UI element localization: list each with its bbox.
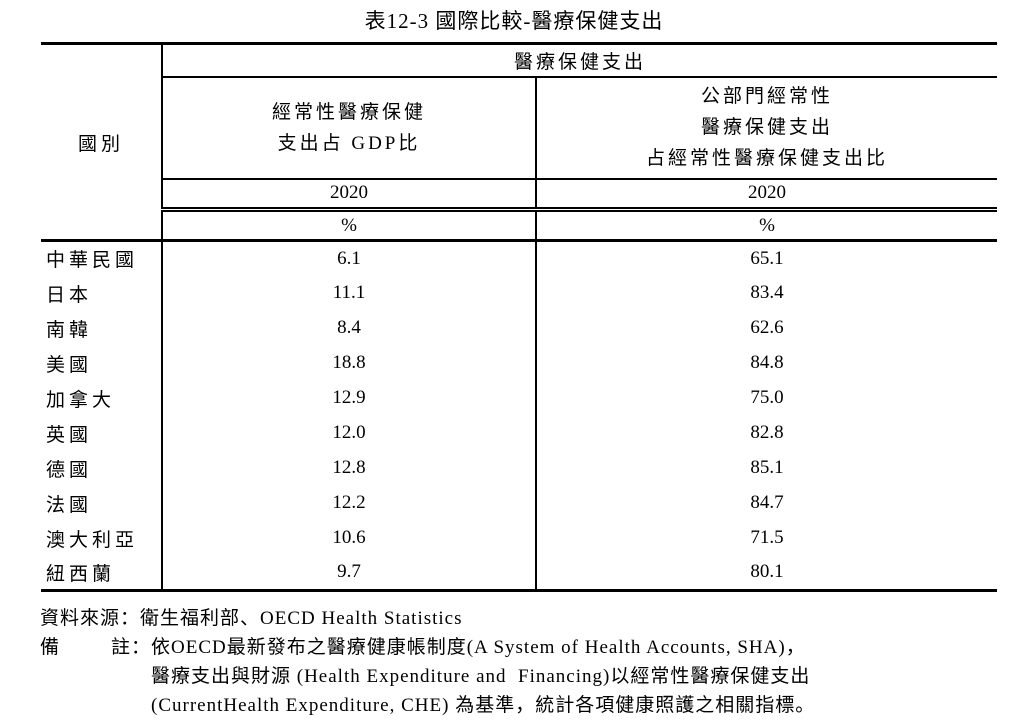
year-row: 2020 2020	[41, 178, 998, 212]
table-row: 南韓 8.4 62.6	[41, 310, 997, 346]
table-row: 法國 12.2 84.7	[41, 485, 997, 521]
gdp-value: 18.8	[162, 345, 537, 381]
gdp-unit: %	[162, 209, 537, 242]
public-value: 84.8	[750, 352, 784, 373]
public-value: 65.1	[750, 247, 784, 269]
source-line: 資料來源：衛生福利部、OECD Health Statistics	[40, 604, 1010, 633]
gdp-value: 12.9	[162, 380, 537, 416]
gdp-value: 10.6	[162, 520, 537, 556]
public-value: 85.1	[750, 457, 784, 478]
health-expenditure-table: 國別 醫療保健支出 經常性醫療保健 支出占 GDP比 公部門經常性 醫療保健支出…	[41, 42, 998, 592]
country-name: 美國	[41, 345, 163, 381]
gdp-value: 11.1	[162, 275, 537, 311]
note-line: 依OECD最新發布之醫療健康帳制度(A System of Health Acc…	[151, 637, 806, 658]
note-text: 依OECD最新發布之醫療健康帳制度(A System of Health Acc…	[151, 633, 1010, 720]
source-label: 資料來源：	[40, 608, 141, 629]
page-title: 表12-3 國際比較-醫療保健支出	[364, 9, 664, 33]
gdp-value: 8.4	[162, 310, 537, 346]
gdp-value: 12.2	[162, 485, 537, 521]
note-label-zhu: 註：	[110, 637, 151, 658]
source-text: 衛生福利部、OECD Health Statistics	[140, 608, 463, 629]
note-line: 醫療支出與財源 (Health Expenditure and Financin…	[151, 666, 811, 687]
public-value: 71.5	[750, 527, 784, 548]
country-name: 日本	[41, 275, 163, 311]
country-name: 紐西蘭	[41, 555, 163, 591]
country-name: 德國	[41, 450, 163, 486]
country-name: 加拿大	[41, 380, 163, 416]
note-label-bei: 備	[40, 637, 61, 658]
public-header-line: 占經常性醫療保健支出比	[646, 148, 889, 169]
public-header-line: 公部門經常性	[701, 86, 834, 107]
table-row: 中華民國 6.1 65.1	[41, 240, 997, 276]
table-row: 日本 11.1 83.4	[41, 275, 997, 311]
table-row: 德國 12.8 85.1	[41, 450, 997, 486]
table-row: 加拿大 12.9 75.0	[41, 380, 997, 416]
country-name: 法國	[41, 485, 163, 521]
public-unit: %	[536, 209, 998, 242]
table-row: 美國 18.8 84.8	[41, 345, 997, 381]
footnotes: 資料來源：衛生福利部、OECD Health Statistics 備 註： 依…	[40, 604, 1010, 720]
public-header-line: 醫療保健支出	[701, 117, 834, 138]
public-year: 2020	[536, 178, 998, 212]
column-header-row: 經常性醫療保健 支出占 GDP比 公部門經常性 醫療保健支出 占經常性醫療保健支…	[41, 76, 998, 180]
gdp-value: 9.7	[162, 555, 537, 591]
group-header-row: 國別 醫療保健支出	[41, 43, 998, 242]
gdp-value: 12.0	[162, 415, 537, 451]
country-name: 南韓	[41, 310, 163, 346]
public-value: 82.8	[750, 422, 784, 443]
public-value: 62.6	[750, 317, 784, 338]
unit-row: % %	[41, 209, 998, 242]
public-value: 80.1	[750, 561, 784, 583]
group-header: 醫療保健支出	[162, 43, 998, 78]
public-value: 83.4	[750, 282, 784, 303]
public-value: 84.7	[750, 492, 784, 513]
country-column-header: 國別	[41, 43, 163, 242]
country-name: 中華民國	[41, 240, 163, 276]
gdp-header-line: 經常性醫療保健	[271, 101, 426, 123]
public-column-header: 公部門經常性 醫療保健支出 占經常性醫療保健支出比	[536, 76, 998, 180]
table-row: 紐西蘭 9.7 80.1	[41, 555, 997, 591]
gdp-value: 12.8	[162, 450, 537, 486]
country-name: 澳大利亞	[41, 520, 163, 556]
public-value: 75.0	[750, 387, 784, 408]
note-row: 備 註： 依OECD最新發布之醫療健康帳制度(A System of Healt…	[40, 633, 1010, 720]
gdp-header-line: 支出占 GDP比	[277, 132, 421, 154]
note-label: 備 註：	[40, 633, 151, 662]
table-row: 澳大利亞 10.6 71.5	[41, 520, 997, 556]
country-name: 英國	[41, 415, 163, 451]
gdp-value: 6.1	[162, 240, 537, 276]
gdp-year: 2020	[162, 178, 537, 212]
table-row: 英國 12.0 82.8	[41, 415, 997, 451]
note-line: (CurrentHealth Expenditure, CHE) 為基準，統計各…	[151, 695, 816, 716]
gdp-column-header: 經常性醫療保健 支出占 GDP比	[162, 76, 537, 180]
